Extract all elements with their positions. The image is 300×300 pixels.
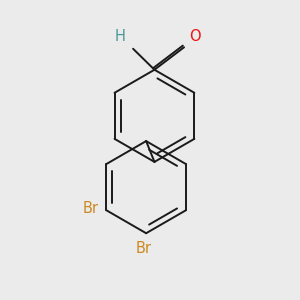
Text: Br: Br <box>135 241 151 256</box>
Text: H: H <box>115 29 125 44</box>
Text: Br: Br <box>83 201 99 216</box>
Text: O: O <box>189 29 201 44</box>
